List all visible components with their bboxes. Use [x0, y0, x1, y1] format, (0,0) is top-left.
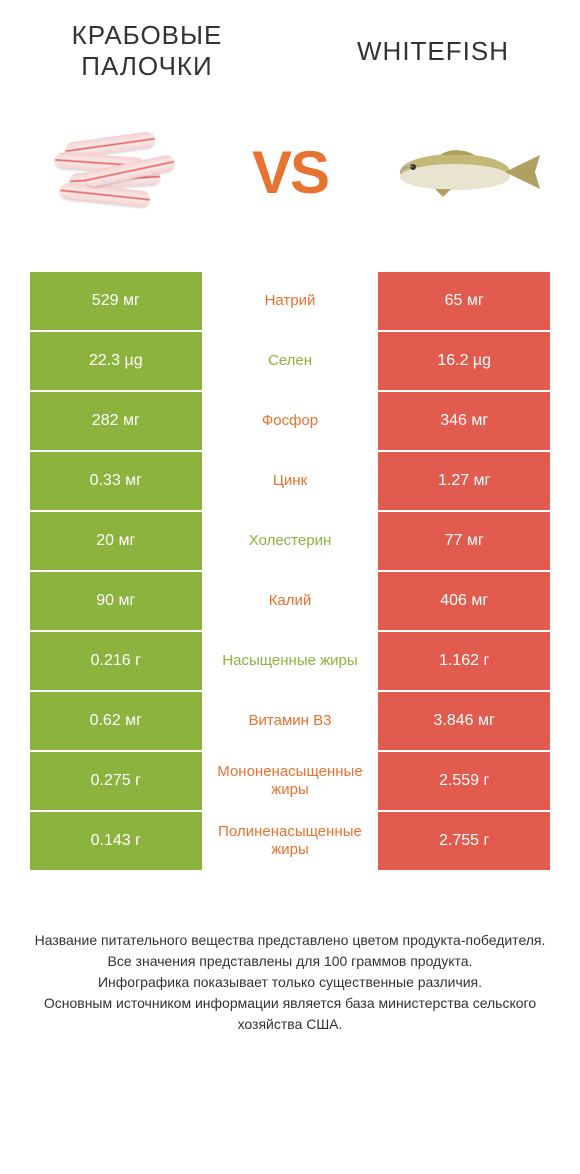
header-right: WHITEFISH — [316, 36, 550, 67]
nutrient-label: Мононенасыщенные жиры — [202, 752, 379, 810]
right-value: 3.846 мг — [378, 692, 550, 750]
nutrient-label: Фосфор — [202, 392, 379, 450]
left-value: 0.143 г — [30, 812, 202, 870]
right-value: 1.162 г — [378, 632, 550, 690]
table-row: 0.216 гНасыщенные жиры1.162 г — [30, 632, 550, 690]
footnote-line: Инфографика показывает только существенн… — [30, 972, 550, 993]
right-value: 1.27 мг — [378, 452, 550, 510]
footnote-line: Все значения представлены для 100 граммо… — [30, 951, 550, 972]
right-product-title: WHITEFISH — [316, 36, 550, 67]
table-row: 282 мгФосфор346 мг — [30, 392, 550, 450]
header: КРАБОВЫЕ ПАЛОЧКИ WHITEFISH — [30, 20, 550, 82]
nutrient-label: Натрий — [202, 272, 379, 330]
right-product-image — [380, 112, 550, 232]
right-value: 77 мг — [378, 512, 550, 570]
fish-icon — [385, 137, 545, 207]
table-row: 0.275 гМононенасыщенные жиры2.559 г — [30, 752, 550, 810]
images-row: VS — [30, 112, 550, 232]
table-row: 529 мгНатрий65 мг — [30, 272, 550, 330]
left-value: 0.216 г — [30, 632, 202, 690]
vs-label: VS — [252, 138, 328, 207]
header-left: КРАБОВЫЕ ПАЛОЧКИ — [30, 20, 264, 82]
right-value: 2.559 г — [378, 752, 550, 810]
table-row: 90 мгКалий406 мг — [30, 572, 550, 630]
right-value: 406 мг — [378, 572, 550, 630]
left-product-title: КРАБОВЫЕ ПАЛОЧКИ — [30, 20, 264, 82]
nutrient-label: Холестерин — [202, 512, 379, 570]
nutrient-label: Селен — [202, 332, 379, 390]
right-value: 16.2 µg — [378, 332, 550, 390]
footnotes: Название питательного вещества представл… — [30, 930, 550, 1035]
nutrient-label: Калий — [202, 572, 379, 630]
left-value: 0.33 мг — [30, 452, 202, 510]
left-value: 0.275 г — [30, 752, 202, 810]
table-row: 20 мгХолестерин77 мг — [30, 512, 550, 570]
table-row: 0.143 гПолиненасыщенные жиры2.755 г — [30, 812, 550, 870]
left-value: 529 мг — [30, 272, 202, 330]
table-row: 22.3 µgСелен16.2 µg — [30, 332, 550, 390]
table-row: 0.33 мгЦинк1.27 мг — [30, 452, 550, 510]
right-value: 346 мг — [378, 392, 550, 450]
footnote-line: Основным источником информации является … — [30, 993, 550, 1035]
right-value: 65 мг — [378, 272, 550, 330]
nutrient-label: Полиненасыщенные жиры — [202, 812, 379, 870]
comparison-table: 529 мгНатрий65 мг22.3 µgСелен16.2 µg282 … — [30, 272, 550, 870]
left-value: 0.62 мг — [30, 692, 202, 750]
nutrient-label: Насыщенные жиры — [202, 632, 379, 690]
left-value: 20 мг — [30, 512, 202, 570]
nutrient-label: Витамин B3 — [202, 692, 379, 750]
left-value: 90 мг — [30, 572, 202, 630]
left-value: 282 мг — [30, 392, 202, 450]
left-value: 22.3 µg — [30, 332, 202, 390]
nutrient-label: Цинк — [202, 452, 379, 510]
left-product-image — [30, 112, 200, 232]
right-value: 2.755 г — [378, 812, 550, 870]
footnote-line: Название питательного вещества представл… — [30, 930, 550, 951]
table-row: 0.62 мгВитамин B33.846 мг — [30, 692, 550, 750]
crab-sticks-icon — [45, 127, 185, 217]
